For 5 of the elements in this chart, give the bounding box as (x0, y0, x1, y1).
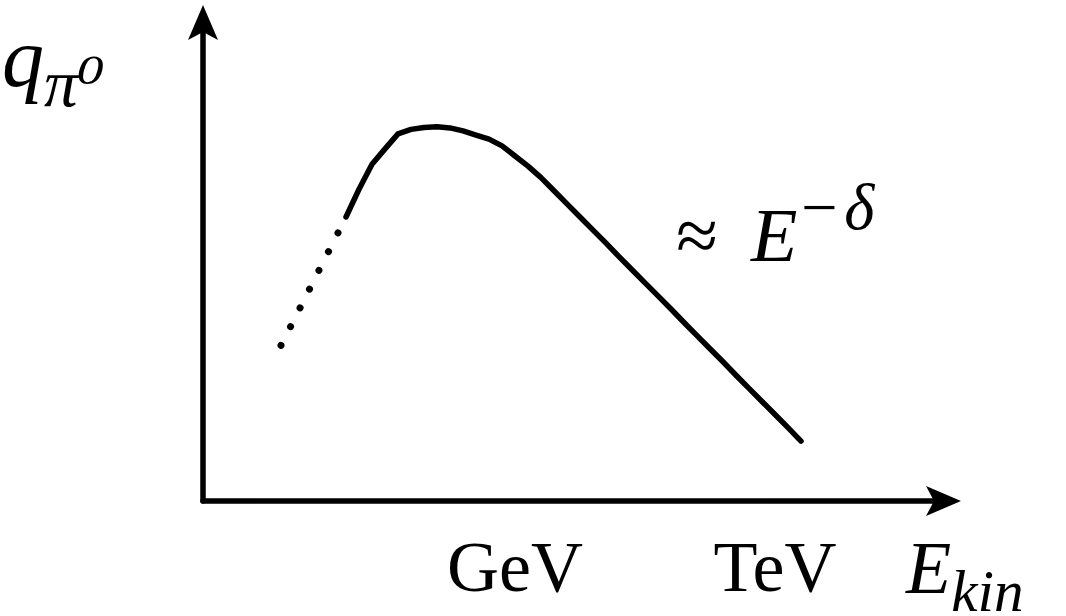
x-axis-title: E$_{kin}$ (906, 527, 1024, 616)
x-tick-label: GeV (447, 527, 583, 607)
annotation: ≈ E$^{−δ}$ (675, 170, 878, 277)
y-axis-title: q$_{π⁰}$ (2, 11, 105, 122)
x-tick-label: TeV (713, 527, 837, 607)
